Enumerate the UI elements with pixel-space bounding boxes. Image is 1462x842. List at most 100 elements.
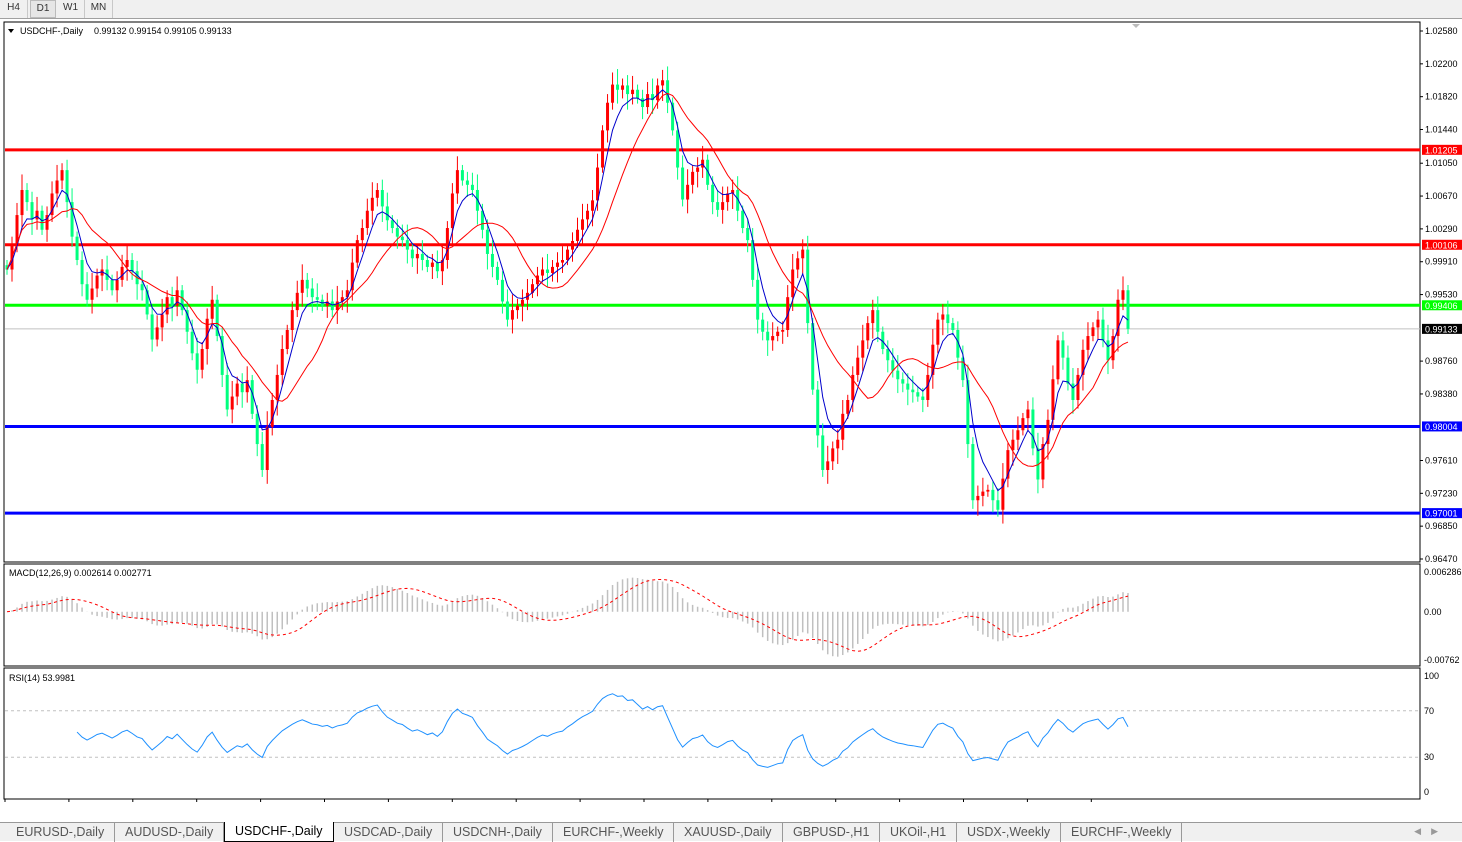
chart-tab[interactable]: AUDUSD-,Daily — [115, 823, 225, 842]
timeframe-toolbar: H4 D1 W1 MN — [0, 0, 1462, 19]
candle-body — [586, 210, 590, 220]
candle-body — [601, 130, 605, 168]
chart-tab[interactable]: EURCHF-,Weekly — [553, 823, 675, 842]
candle-body — [626, 85, 630, 95]
price-axis-tick: 0.96470 — [1425, 554, 1458, 564]
candle-body — [190, 331, 194, 354]
chart-tab[interactable]: XAUUSD-,Daily — [674, 823, 783, 842]
candle-body — [120, 266, 124, 280]
candle-body — [1046, 419, 1050, 445]
candle-body — [95, 275, 99, 289]
candle-body — [125, 260, 129, 267]
candle-body — [1021, 418, 1025, 431]
candle-body — [1086, 336, 1090, 350]
chart-tab[interactable]: UKOil-,H1 — [880, 823, 958, 842]
candle-body — [100, 269, 104, 276]
candle-body — [365, 210, 369, 229]
candle-body — [716, 202, 720, 210]
rsi-label: RSI(14) 53.9981 — [9, 673, 75, 683]
candle-body — [806, 249, 810, 324]
candle-body — [285, 329, 289, 350]
candle-body — [470, 184, 474, 191]
candle-body — [170, 297, 174, 306]
candle-body — [465, 180, 469, 185]
price-chart[interactable]: 1.01205 1.00106 0.99406 0.98004 0.97001 0.991… — [0, 20, 1462, 802]
candle-body — [130, 260, 134, 272]
candle-body — [505, 301, 509, 320]
candle-body — [300, 279, 304, 293]
candle-body — [686, 184, 690, 200]
candle-body — [390, 220, 394, 229]
candle-body — [936, 319, 940, 345]
candle-body — [1111, 336, 1115, 361]
candle-body — [485, 229, 489, 254]
candle-body — [726, 193, 730, 203]
candle-body — [510, 310, 514, 320]
chart-tab[interactable]: EURCHF-,Weekly — [1061, 823, 1183, 842]
candle-body — [1056, 340, 1060, 380]
candle-body — [455, 170, 459, 194]
candle-body — [160, 314, 164, 328]
rsi-panel — [3, 667, 1421, 800]
candle-body — [1101, 319, 1105, 341]
chart-tab[interactable]: USDX-,Weekly — [957, 823, 1062, 842]
collapse-triangle-icon[interactable] — [8, 29, 14, 33]
tab-scroll-arrows-icon[interactable]: ◀▶ — [1414, 826, 1448, 836]
candle-body — [961, 357, 965, 381]
chart-tab[interactable]: USDCNH-,Daily — [443, 823, 553, 842]
candle-body — [696, 167, 700, 172]
candle-body — [931, 344, 935, 375]
candle-body — [636, 89, 640, 99]
candle-body — [235, 383, 239, 397]
candle-body — [996, 500, 1000, 510]
candle-body — [781, 329, 785, 332]
candle-body — [861, 340, 865, 358]
ma-slow-line — [6, 92, 1129, 467]
candle-body — [550, 266, 554, 273]
candle-body — [681, 167, 685, 200]
candle-body — [370, 197, 374, 211]
timeframe-mn[interactable]: MN — [85, 0, 113, 18]
chart-tab[interactable]: USDCAD-,Daily — [334, 823, 444, 842]
candle-body — [566, 249, 569, 261]
candle-body — [921, 396, 925, 400]
candle-body — [5, 265, 9, 270]
candle-body — [290, 310, 294, 330]
candle-body — [671, 102, 675, 131]
candle-body — [711, 184, 715, 203]
candle-body — [20, 190, 24, 216]
timeframe-w1[interactable]: W1 — [57, 0, 85, 18]
timeframe-h4[interactable]: H4 — [0, 0, 28, 18]
candle-body — [185, 310, 189, 332]
price-axis-tick: 1.01050 — [1425, 158, 1458, 168]
price-axis-tick: 0.96850 — [1425, 521, 1458, 531]
candle-body — [1016, 430, 1020, 440]
candle-body — [520, 299, 524, 306]
candle-body — [1126, 290, 1130, 329]
candle-body — [265, 426, 269, 470]
candle-body — [165, 297, 169, 315]
candle-body — [180, 290, 184, 311]
candle-body — [420, 253, 424, 261]
shift-marker-icon — [1132, 24, 1140, 28]
candle-body — [981, 491, 985, 496]
candle-body — [591, 200, 595, 211]
chart-tab[interactable]: GBPUSD-,H1 — [783, 823, 881, 842]
timeframe-d1[interactable]: D1 — [30, 0, 56, 18]
candle-body — [405, 240, 409, 250]
candle-body — [195, 353, 199, 370]
candle-body — [721, 202, 725, 210]
candle-body — [896, 370, 900, 380]
candle-body — [856, 357, 860, 375]
candle-body — [991, 489, 995, 501]
candle-body — [986, 489, 990, 492]
chart-tab[interactable]: USDCHF-,Daily — [224, 822, 334, 842]
candle-body — [335, 301, 339, 311]
candle-body — [145, 290, 149, 315]
candle-body — [866, 323, 870, 341]
candle-body — [90, 288, 94, 300]
chart-tab[interactable]: EURUSD-,Daily — [6, 823, 116, 842]
candle-body — [250, 380, 254, 414]
candle-body — [846, 399, 850, 414]
level-price-tag — [1422, 239, 1462, 250]
